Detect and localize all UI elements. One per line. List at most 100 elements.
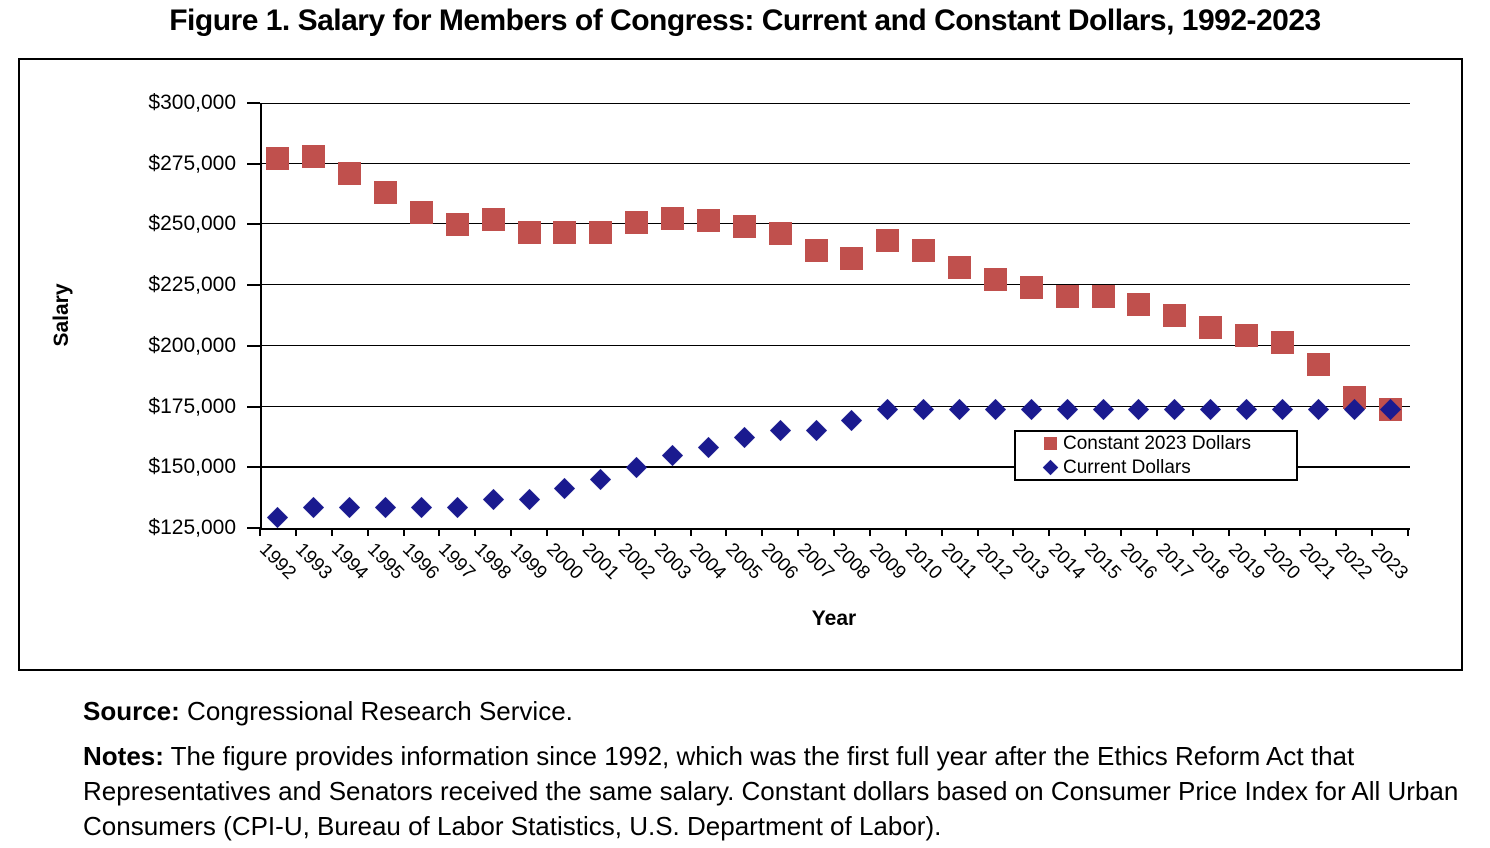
marker-constant-2003 (661, 206, 685, 230)
x-tick-26 (1191, 528, 1194, 536)
x-tick-20 (976, 528, 979, 536)
x-tick-7 (510, 528, 513, 536)
x-axis-label-2000: 2000 (542, 539, 587, 584)
gridline-150000 (262, 466, 1410, 469)
x-tick-18 (904, 528, 907, 536)
x-axis-label-2008: 2008 (829, 539, 874, 584)
x-axis-label-2018: 2018 (1187, 539, 1233, 584)
x-tick-3 (366, 528, 369, 536)
legend-diamond-icon (1042, 459, 1059, 476)
x-tick-29 (1299, 528, 1302, 536)
gridline-175000 (262, 405, 1410, 407)
x-axis-label-1997: 1997 (434, 539, 480, 584)
marker-constant-1993 (302, 144, 326, 168)
x-axis-label-1996: 1996 (398, 539, 444, 584)
y-axis-label-125000: $125,000 (148, 516, 236, 539)
x-axis-label-2022: 2022 (1331, 539, 1377, 584)
x-axis-label-1995: 1995 (362, 539, 408, 584)
x-axis-label-2019: 2019 (1223, 539, 1269, 584)
x-axis-label-2014: 2014 (1044, 539, 1090, 584)
x-axis-label-2011: 2011 (936, 539, 981, 583)
x-axis-label-2020: 2020 (1259, 539, 1305, 584)
y-axis-label-200000: $200,000 (148, 333, 236, 357)
legend-item-1: Current Dollars (1042, 456, 1296, 479)
y-axis-label-150000: $150,000 (148, 455, 236, 479)
x-tick-19 (940, 528, 943, 536)
x-tick-25 (1155, 528, 1158, 536)
marker-constant-2019 (1235, 324, 1259, 348)
legend-label: Current Dollars (1063, 456, 1191, 478)
legend-item-0: Constant 2023 Dollars (1044, 432, 1296, 455)
y-tick-300000 (247, 102, 260, 104)
x-tick-30 (1335, 528, 1338, 536)
x-axis-label-2005: 2005 (721, 539, 767, 584)
y-axis-label-175000: $175,000 (148, 394, 236, 418)
y-tick-225000 (247, 284, 260, 287)
x-tick-11 (653, 528, 656, 536)
legend-square-icon (1044, 437, 1057, 450)
x-axis-label-1999: 1999 (506, 539, 551, 584)
source-text: Congressional Research Service. (179, 696, 573, 726)
notes-label: Notes: (83, 741, 164, 771)
x-axis-label-2004: 2004 (685, 539, 731, 584)
x-tick-28 (1263, 528, 1266, 536)
marker-constant-2011 (948, 255, 972, 279)
x-tick-5 (438, 528, 441, 536)
marker-constant-2009 (876, 228, 900, 252)
x-axis-label-2010: 2010 (900, 539, 946, 584)
source-line: Source: Congressional Research Service. (83, 694, 1473, 728)
x-tick-17 (868, 528, 871, 536)
y-axis-label-300000: $300,000 (148, 91, 236, 114)
legend: Constant 2023 Dollars Current Dollars (1014, 430, 1298, 481)
x-axis-label-2007: 2007 (793, 539, 838, 584)
x-tick-1 (294, 528, 297, 536)
marker-constant-1998 (481, 208, 505, 232)
x-axis-label-2016: 2016 (1116, 539, 1161, 584)
x-tick-16 (833, 528, 835, 536)
x-axis-title: Year (811, 607, 857, 630)
x-axis-label-2006: 2006 (757, 539, 803, 584)
marker-constant-2010 (912, 238, 936, 262)
x-tick-10 (617, 528, 620, 536)
marker-constant-2016 (1127, 293, 1151, 317)
marker-constant-2001 (589, 221, 613, 245)
legend-label: Constant 2023 Dollars (1063, 432, 1251, 454)
x-axis-label-2021: 2021 (1295, 539, 1341, 584)
marker-constant-1999 (517, 221, 541, 245)
x-axis-label-2023: 2023 (1367, 539, 1412, 584)
x-tick-8 (546, 528, 548, 536)
marker-constant-2002 (625, 211, 649, 235)
marker-constant-1996 (409, 200, 433, 224)
y-axis-label-250000: $250,000 (148, 212, 236, 236)
x-tick-22 (1048, 528, 1051, 536)
x-axis-label-1993: 1993 (290, 539, 336, 584)
marker-constant-1994 (338, 161, 362, 185)
y-tick-125000 (247, 527, 260, 529)
figure-title: Figure 1. Salary for Members of Congress… (169, 4, 1321, 37)
marker-constant-2008 (840, 247, 864, 271)
x-tick-2 (330, 528, 333, 536)
x-tick-15 (797, 528, 800, 536)
marker-constant-2020 (1270, 331, 1294, 355)
x-axis-label-2012: 2012 (972, 539, 1018, 584)
source-label: Source: (83, 696, 180, 726)
marker-constant-1992 (266, 147, 290, 171)
gridline-200000 (262, 344, 1410, 346)
marker-constant-2006 (768, 221, 792, 245)
x-axis-label-2015: 2015 (1080, 539, 1125, 584)
marker-constant-2015 (1091, 284, 1115, 308)
marker-constant-1997 (445, 212, 469, 236)
x-tick-4 (402, 528, 405, 536)
x-tick-27 (1227, 528, 1230, 536)
gridline-300000 (262, 103, 1410, 104)
marker-constant-1995 (374, 181, 398, 205)
notes-paragraph: Notes: The figure provides information s… (83, 739, 1473, 844)
x-tick-23 (1084, 528, 1087, 536)
x-axis-label-1992: 1992 (255, 539, 300, 584)
x-tick-14 (761, 528, 764, 536)
marker-constant-2021 (1306, 352, 1330, 376)
y-tick-275000 (247, 162, 260, 165)
x-axis-label-2001: 2001 (577, 539, 623, 584)
y-tick-175000 (247, 405, 260, 408)
notes-text: The figure provides information since 19… (83, 741, 1459, 841)
